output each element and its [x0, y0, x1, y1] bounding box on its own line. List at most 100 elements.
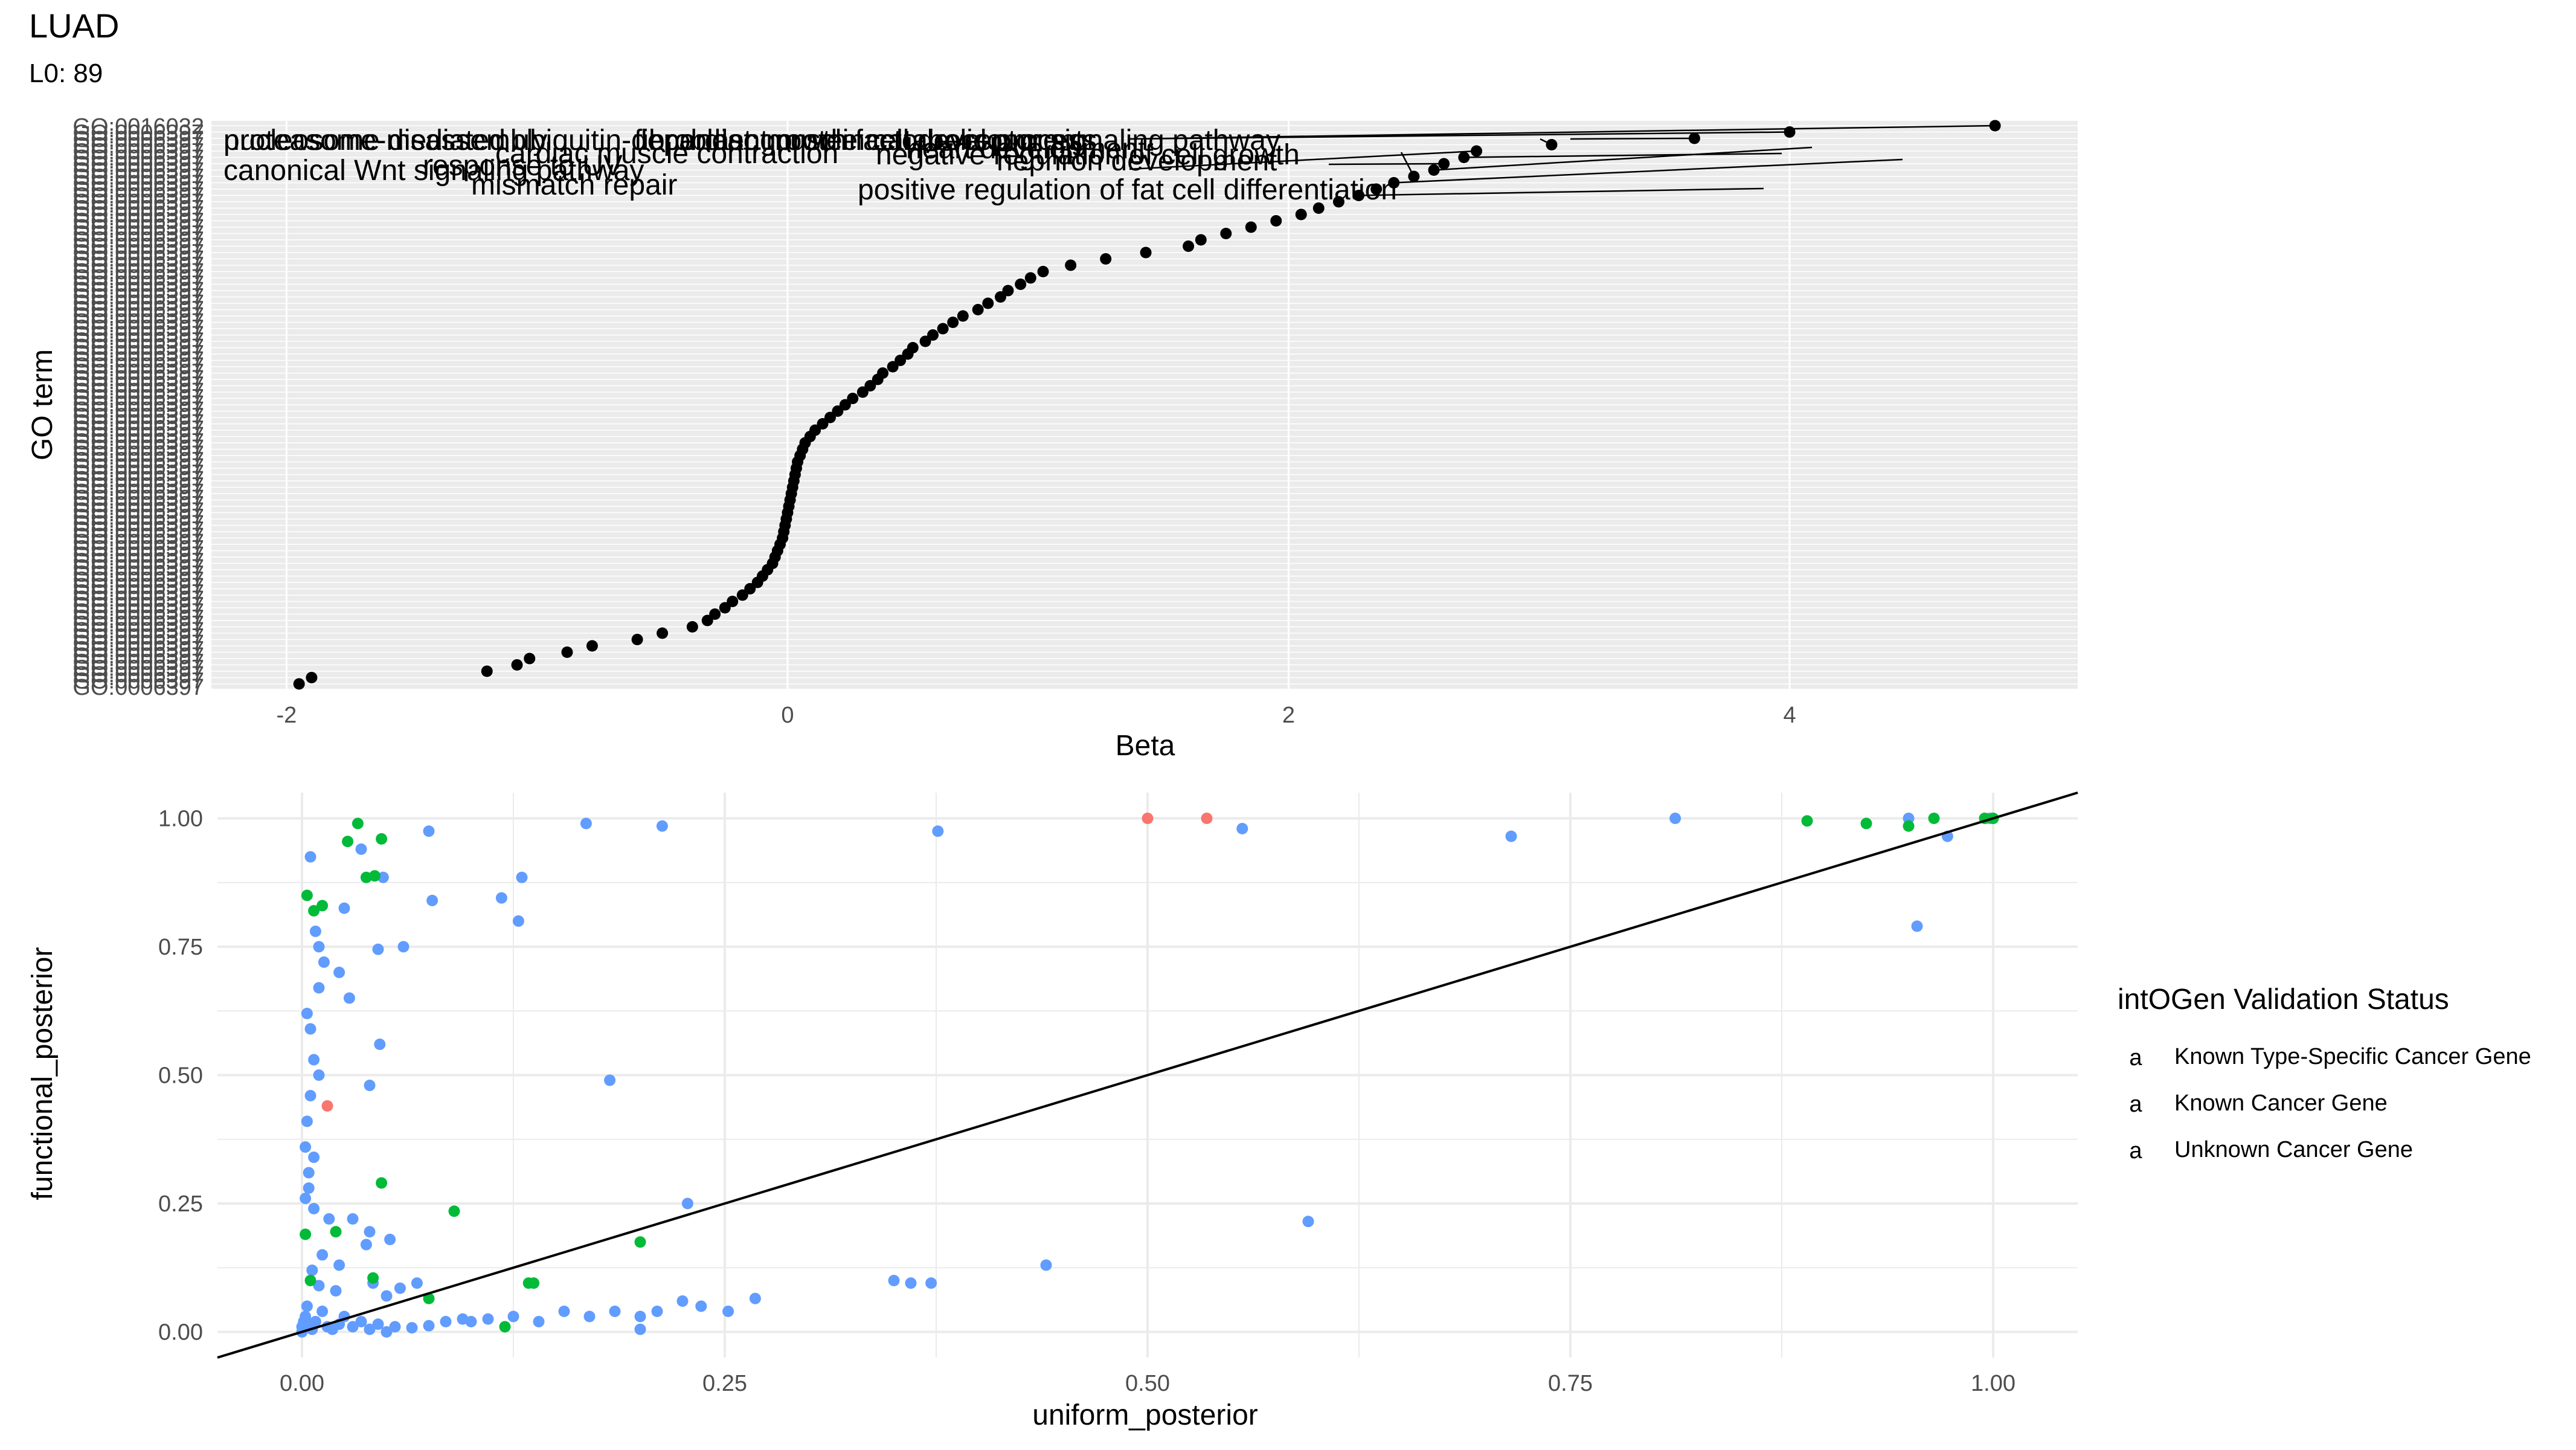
- beta-x-ticks: -2 0 2 4: [277, 703, 1796, 728]
- posterior-point: [316, 900, 329, 912]
- beta-point: [1458, 152, 1470, 163]
- go-term-tick-label: GO:0006397: [72, 649, 204, 675]
- posterior-point: [316, 1249, 329, 1261]
- go-term-tick-label: GO:0006397: [72, 530, 204, 555]
- posterior-point: [1040, 1259, 1052, 1271]
- go-term-tick-label: GO:0006397: [72, 637, 204, 662]
- go-term-tick-label: GO:0006397: [72, 316, 204, 341]
- beta-point: [1989, 120, 2001, 132]
- go-term-tick-label: GO:0016032: [72, 114, 204, 140]
- beta-point: [927, 329, 939, 341]
- beta-point: [1438, 158, 1450, 170]
- posterior-point: [695, 1300, 707, 1312]
- posterior-point: [397, 941, 410, 953]
- go-term-annotation: proteasome-mediated ubiquitin-dependent …: [223, 124, 1097, 156]
- go-term-tick-label: GO:0006397: [72, 656, 204, 682]
- beta-point: [657, 627, 669, 639]
- posterior-point: [1201, 813, 1213, 824]
- posterior-point: [300, 1141, 312, 1153]
- go-term-annotation: heart development: [906, 133, 1146, 165]
- posterior-point: [384, 1234, 396, 1245]
- posterior-point: [1669, 813, 1681, 824]
- beta-point: [1220, 228, 1232, 239]
- posterior-point: [303, 1167, 315, 1179]
- beta-point: [586, 640, 598, 652]
- go-term-tick-label: GO:0006397: [72, 436, 204, 461]
- posterior-point: [634, 1236, 646, 1248]
- posterior-point: [482, 1313, 494, 1325]
- beta-point: [686, 621, 698, 633]
- go-term-tick-label: GO:0006397: [72, 561, 204, 587]
- go-term-tick-label: GO:0006397: [72, 152, 204, 178]
- legend-entry-label: Known Cancer Gene: [2174, 1091, 2388, 1116]
- beta-point: [907, 342, 919, 353]
- go-term-tick-label: GO:0006397: [72, 379, 204, 404]
- posterior-point: [495, 892, 507, 904]
- posterior-point: [423, 1320, 435, 1332]
- go-term-tick-label: GO:0006397: [72, 228, 204, 253]
- go-term-annotation: nucleosome disassembly: [223, 124, 547, 156]
- beta-point: [947, 317, 959, 328]
- beta-point: [727, 596, 739, 607]
- go-term-tick-label: GO:0006397: [72, 625, 204, 650]
- posterior-point: [309, 926, 321, 937]
- posterior-point: [722, 1306, 734, 1317]
- legend-key-glyph: a: [2129, 1045, 2142, 1071]
- go-term-annotation: negative regulation of cell growth: [876, 139, 1300, 171]
- posterior-point: [507, 1310, 519, 1323]
- go-term-tick-label: GO:0006397: [72, 329, 204, 354]
- posterior-point: [1903, 820, 1915, 832]
- posterior-point: [347, 1213, 359, 1225]
- legend-entries: a Known Type-Specific Cancer Gene a Known C…: [2129, 1044, 2531, 1164]
- go-term-tick-label: GO:0006397: [72, 467, 204, 492]
- beta-point: [1002, 285, 1014, 297]
- posterior-point: [321, 1100, 333, 1112]
- posterior-point: [558, 1306, 570, 1317]
- go-term-tick-label: GO:0006397: [72, 347, 204, 373]
- posterior-point: [681, 1197, 693, 1210]
- posterior-point: [656, 820, 668, 832]
- posterior-point: [364, 1226, 376, 1238]
- posterior-point: [651, 1306, 663, 1317]
- posterior-point: [423, 825, 435, 837]
- posterior-point: [308, 1203, 320, 1214]
- go-term-tick-label: GO:0006397: [72, 278, 204, 303]
- go-term-tick-label: GO:0006397: [72, 448, 204, 474]
- posterior-point: [352, 817, 364, 830]
- functional-posterior-y-tick-label: 0.25: [158, 1191, 203, 1217]
- beta-point: [1471, 145, 1483, 157]
- beta-point: [561, 646, 573, 658]
- posterior-panel: 0.00 0.25 0.50 0.75 1.00 0.00 0.25 0.50 0.75 1.0…: [27, 791, 2078, 1431]
- go-term-tick-label: GO:0006397: [72, 133, 204, 158]
- beta-point: [809, 424, 821, 436]
- go-term-annotation: positive regulation of fat cell differen…: [858, 174, 1397, 206]
- go-term-tick-label: GO:0006397: [72, 240, 204, 266]
- beta-point: [1428, 164, 1440, 176]
- posterior-point: [440, 1316, 452, 1327]
- beta-point: [744, 583, 756, 594]
- posterior-point: [406, 1322, 418, 1334]
- functional-posterior-y-axis-label: functional_posterior: [27, 947, 59, 1200]
- posterior-point: [583, 1310, 596, 1323]
- go-term-y-axis-label: GO term: [27, 349, 59, 460]
- beta-point: [481, 665, 493, 677]
- posterior-point: [1302, 1216, 1314, 1228]
- posterior-point: [580, 817, 592, 830]
- go-term-tick-label: GO:0006397: [72, 618, 204, 643]
- posterior-point: [1142, 813, 1154, 824]
- uniform-posterior-x-tick-label: 0.50: [1125, 1371, 1170, 1396]
- beta-point: [1388, 177, 1400, 188]
- go-term-tick-label: GO:0006397: [72, 454, 204, 480]
- posterior-point: [1928, 813, 1940, 824]
- go-term-tick-label: GO:0006397: [72, 190, 204, 215]
- beta-point: [1270, 215, 1282, 227]
- go-term-tick-label: GO:0006397: [72, 171, 204, 196]
- posterior-point: [376, 1177, 388, 1189]
- posterior-point: [313, 1069, 325, 1081]
- beta-point: [736, 589, 748, 601]
- beta-point: [864, 380, 876, 392]
- go-term-annotation: fibroblast growth factor receptor signal…: [634, 124, 1280, 156]
- posterior-point: [313, 982, 325, 994]
- beta-point: [1312, 202, 1325, 214]
- go-term-tick-label: GO:0006397: [72, 498, 204, 524]
